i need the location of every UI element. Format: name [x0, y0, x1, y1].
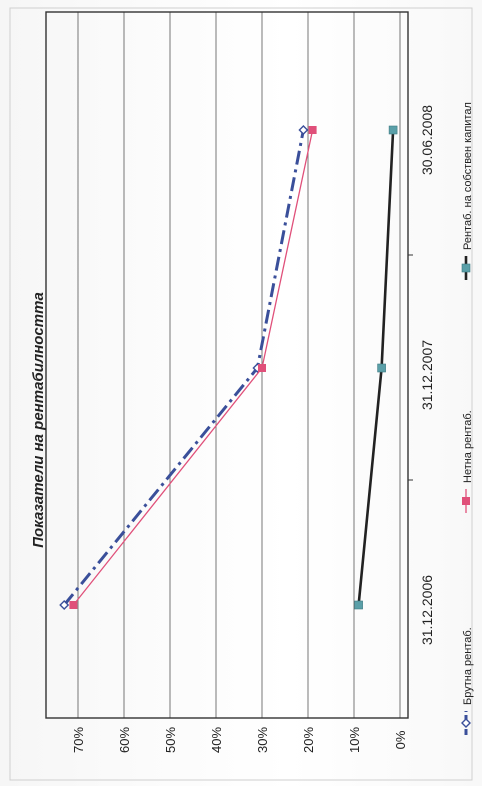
- data-point-marker: [69, 601, 78, 609]
- y-tick-label: 30%: [255, 727, 270, 753]
- category-label: 30.06.2008: [419, 105, 435, 175]
- data-point-marker: [461, 263, 471, 273]
- legend-item: Нетна рентаб.: [462, 410, 474, 513]
- series-layer: [59, 125, 398, 610]
- category-label: 31.12.2006: [419, 575, 435, 645]
- data-point-marker: [461, 718, 471, 728]
- legend-item: Рентаб. на собствен капитал: [461, 102, 474, 280]
- legend-label: Брутна рентаб.: [462, 627, 474, 705]
- x-axis-categories: 31.12.2006 31.12.2007 30.06.2008: [408, 105, 435, 645]
- data-point-marker: [298, 125, 309, 135]
- y-axis-ticks: 0% 10% 20% 30% 40% 50% 60% 70%: [71, 727, 408, 753]
- chart-title: Показатели на рентабилността: [30, 292, 47, 548]
- data-point-marker: [462, 497, 470, 505]
- chart-frame: [9, 7, 473, 781]
- y-tick-label: 50%: [163, 727, 178, 753]
- data-point-marker: [354, 600, 363, 610]
- y-tick-label: 60%: [117, 727, 132, 753]
- series-1: [59, 125, 309, 610]
- category-label: 31.12.2007: [419, 340, 435, 410]
- data-point-marker: [59, 600, 70, 610]
- legend-label: Нетна рентаб.: [462, 410, 474, 483]
- data-point-marker: [388, 125, 398, 135]
- data-point-marker: [377, 363, 386, 373]
- plot-area: [45, 11, 409, 719]
- data-point-marker: [258, 364, 266, 372]
- y-tick-label: 40%: [209, 727, 224, 753]
- y-tick-label: 0%: [393, 730, 408, 749]
- gridlines: [77, 12, 401, 718]
- series-line: [72, 129, 314, 606]
- series-line: [63, 129, 305, 606]
- legend-label: Рентаб. на собствен капитал: [462, 102, 474, 250]
- data-point-marker: [308, 126, 317, 134]
- y-tick-label: 10%: [347, 727, 362, 753]
- y-tick-label: 70%: [71, 727, 86, 753]
- series-line: [357, 129, 395, 606]
- series-3: [354, 125, 398, 610]
- legend-item: Брутна рентаб.: [461, 627, 474, 735]
- legend: Брутна рентаб. Нетна рентаб. Рентаб. на со…: [461, 102, 474, 735]
- series-2: [69, 126, 317, 609]
- y-tick-label: 20%: [301, 727, 316, 753]
